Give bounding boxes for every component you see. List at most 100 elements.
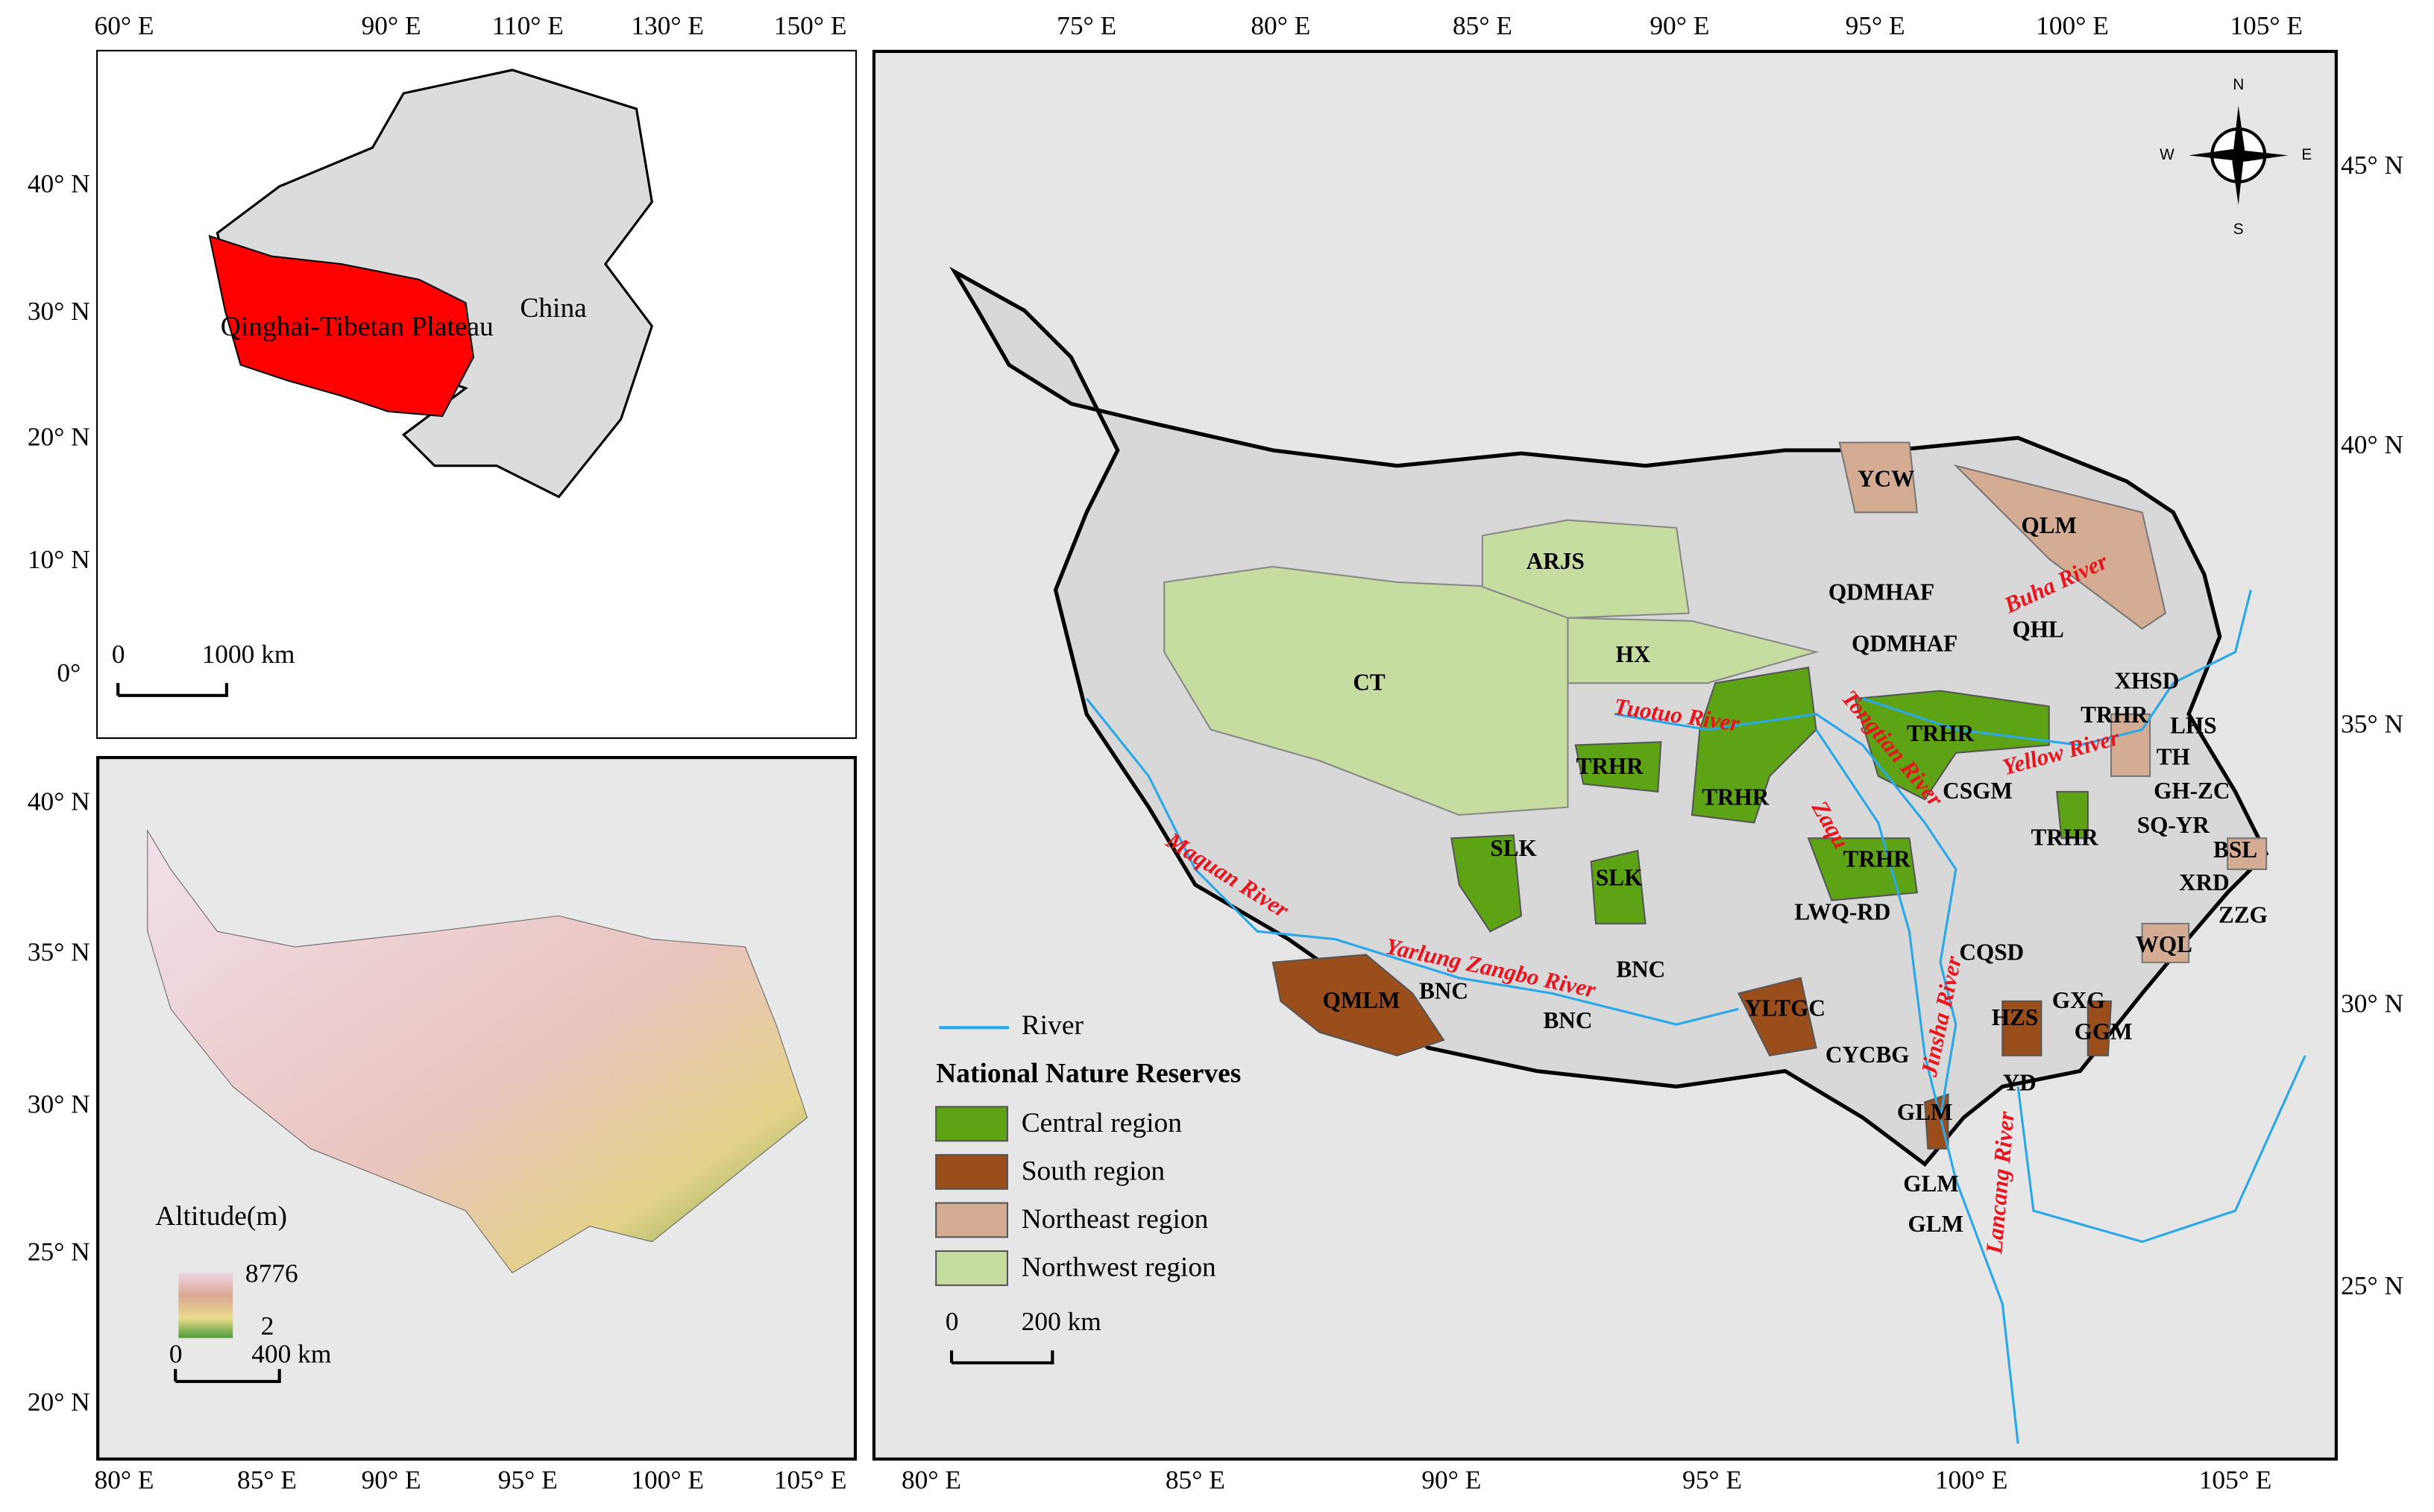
- reserve-label: BNC: [1616, 957, 1665, 983]
- tick-label: 25° N: [28, 1236, 90, 1266]
- inset-asia: China Qinghai-Tibetan Plateau 0 1000 km: [96, 49, 858, 740]
- plateau: [208, 235, 474, 418]
- reserve-label: CSGM: [1943, 778, 2013, 804]
- reserve-label: QMLM: [1323, 987, 1400, 1013]
- reserve-label: CQSD: [1959, 939, 2024, 966]
- tick-label: 30° N: [2341, 988, 2403, 1018]
- tick-label: 0°: [57, 658, 81, 687]
- tick-label: 45° N: [2341, 150, 2403, 180]
- reserve-label: ZZG: [2218, 902, 2268, 928]
- tick-label: 85° E: [1166, 1464, 1225, 1494]
- legend-swatch: [935, 1153, 1009, 1190]
- tick-label: 80° E: [1251, 10, 1310, 40]
- tick-label: 40° N: [28, 787, 90, 816]
- tick-label: 10° N: [28, 544, 90, 574]
- legend-swatch: [935, 1250, 1009, 1286]
- reserve: [1567, 617, 1820, 684]
- reserve-label: YCW: [1858, 466, 1914, 492]
- scale-label: 200 km: [1022, 1306, 1101, 1336]
- compass: N S E W: [2160, 76, 2312, 238]
- tick-label: 130° E: [631, 10, 704, 40]
- compass-label: N: [2233, 76, 2244, 93]
- reserve-label: TRHR: [2031, 825, 2098, 851]
- reserve-label: BNC: [1543, 1007, 1592, 1033]
- reserve-label: WQL: [2136, 931, 2192, 957]
- scale-bar: [174, 1369, 281, 1383]
- legend-title: Altitude(m): [155, 1201, 287, 1232]
- tick-label: 80° E: [902, 1464, 961, 1494]
- tick-label: 100° E: [631, 1464, 704, 1494]
- tick-label: 35° N: [2341, 709, 2403, 739]
- tick-label: 90° E: [362, 10, 421, 40]
- legend-label: South region: [1022, 1156, 1166, 1187]
- tick-label: 100° E: [2036, 10, 2109, 40]
- scale-bar: [949, 1350, 1054, 1364]
- reserve-label: YLTGC: [1745, 995, 1826, 1021]
- tick-label: 95° E: [1846, 10, 1905, 40]
- reserve-label: XHSD: [2115, 667, 2180, 693]
- compass-label: E: [2301, 146, 2312, 163]
- reserve-label: TH: [2157, 743, 2190, 769]
- tick-label: 20° N: [28, 1387, 90, 1417]
- reserve-label: CT: [1353, 669, 1386, 695]
- tick-label: 20° N: [28, 421, 90, 451]
- label: China: [520, 293, 587, 324]
- tick-label: 95° E: [498, 1464, 558, 1494]
- legend-label: Northeast region: [1022, 1204, 1209, 1235]
- reserve: [1271, 954, 2113, 1150]
- tick-label: 105° E: [774, 1464, 847, 1494]
- altitude-map: Altitude(m) 8776 2 0 400 km: [96, 756, 858, 1461]
- reserve-label: CYCBG: [1826, 1042, 1910, 1068]
- tick-label: 80° E: [95, 1464, 154, 1494]
- scale-label: 0: [169, 1339, 183, 1369]
- tick-label: 85° E: [1453, 10, 1512, 40]
- scale-label: 400 km: [251, 1339, 331, 1369]
- legend: River National Nature Reserves Central r…: [935, 1010, 1241, 1364]
- tick-label: 90° E: [1650, 10, 1709, 40]
- tick-label: 40° N: [28, 168, 90, 198]
- legend-label: Central region: [1022, 1108, 1183, 1138]
- compass-label: S: [2233, 221, 2244, 238]
- main-map: [872, 49, 2338, 1461]
- compass-label: W: [2160, 146, 2174, 163]
- tick-label: 90° E: [1421, 1464, 1481, 1494]
- reserve-label: YD: [2003, 1069, 2037, 1095]
- reserve-label: GLM: [1908, 1211, 1964, 1237]
- tick-label: 60° E: [95, 10, 154, 40]
- reserve-label: TRHR: [1702, 784, 1770, 810]
- reserve-label: GLM: [1897, 1099, 1953, 1125]
- reserve-label: QHL: [2012, 617, 2063, 643]
- reserve-label: HX: [1615, 641, 1650, 667]
- tick-label: 105° E: [2199, 1464, 2272, 1494]
- tick-label: 85° E: [237, 1464, 297, 1494]
- tick-label: 150° E: [774, 10, 847, 40]
- legend-swatch: [935, 1202, 1009, 1238]
- tick-label: 110° E: [492, 10, 564, 40]
- reserve-label: BNC: [1419, 978, 1468, 1004]
- tick-label: 35° N: [28, 937, 90, 967]
- legend-ramp: [178, 1273, 233, 1338]
- reserve-label: TRHR: [1843, 846, 1911, 872]
- reserve: [1481, 519, 1691, 619]
- reserve-label: TRHR: [2081, 702, 2148, 728]
- reserve-label: GH-ZC: [2154, 778, 2230, 804]
- reserve-label: QDMHAF: [1828, 579, 1934, 605]
- legend-label: River: [1022, 1010, 1084, 1041]
- reserve-label: SLK: [1596, 865, 1643, 891]
- scale-label: 0: [112, 639, 125, 669]
- scale-bar: [116, 683, 228, 697]
- reserve: [1838, 441, 2268, 963]
- reserve-label: TRHR: [1576, 753, 1644, 779]
- reserve: [1450, 690, 2089, 933]
- reserve-label: GXG: [2052, 987, 2105, 1013]
- reserve-label: GLM: [1903, 1171, 1959, 1197]
- reserve-label: ARJS: [1526, 548, 1585, 574]
- reserve-label: XRD: [2179, 869, 2230, 895]
- label: Qinghai-Tibetan Plateau: [220, 310, 494, 342]
- legend-label: 2: [261, 1311, 274, 1341]
- reserve-label: HZS: [1992, 1004, 2038, 1030]
- tick-label: 30° N: [28, 1089, 90, 1119]
- reserve-label: LWQ-RD: [1794, 898, 1890, 924]
- tick-label: 90° E: [362, 1464, 421, 1494]
